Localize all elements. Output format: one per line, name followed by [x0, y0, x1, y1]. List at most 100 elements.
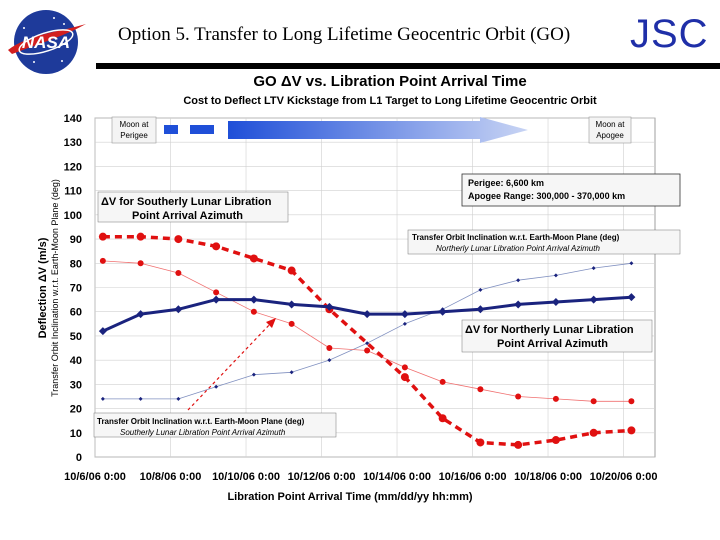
data-point	[401, 364, 408, 371]
y-tick-label: 10	[70, 428, 82, 440]
slide-title: Option 5. Transfer to Long Lifetime Geoc…	[118, 24, 571, 45]
data-point	[400, 373, 409, 382]
data-point	[288, 320, 295, 327]
series-layer	[98, 232, 636, 449]
data-point	[287, 266, 296, 275]
header-bar	[96, 63, 720, 69]
y-tick-label: 60	[70, 307, 82, 319]
north-dv-label-box: ΔV for Northerly Lunar Libration Point A…	[461, 319, 653, 353]
data-point	[287, 300, 296, 309]
data-point	[589, 428, 598, 437]
data-point	[137, 260, 144, 267]
data-point	[552, 395, 559, 402]
svg-text:Southerly Lunar Libration Poin: Southerly Lunar Libration Point Arrival …	[120, 428, 286, 437]
data-point	[514, 300, 523, 309]
x-tick-label: 10/20/06 0:00	[590, 471, 658, 483]
y-axis-ticks: 0 10 20 30 40 50 60 70 80 90 100 110 120 130 140	[64, 113, 82, 464]
chart-subtitle: Cost to Deflect LTV Kickstage from L1 Ta…	[183, 95, 597, 107]
y-tick-label: 120	[64, 161, 82, 173]
data-point	[438, 307, 447, 316]
data-point	[553, 273, 558, 278]
svg-text:Perigee: 6,600 km: Perigee: 6,600 km	[468, 178, 544, 188]
data-point	[212, 242, 221, 251]
data-point	[213, 289, 220, 296]
data-point	[136, 310, 145, 319]
data-point	[365, 341, 370, 346]
x-tick-label: 10/10/06 0:00	[212, 471, 280, 483]
y-tick-label: 40	[70, 355, 82, 367]
y-tick-label: 80	[70, 258, 82, 270]
north-incl-label-box: Transfer Orbit Inclination w.r.t. Earth-…	[407, 229, 681, 255]
data-point	[364, 347, 371, 354]
orbit-info-box: Perigee: 6,600 km Apogee Range: 300,000 …	[461, 173, 681, 207]
svg-text:Northerly Lunar Libration Poin: Northerly Lunar Libration Point Arrival …	[436, 244, 600, 253]
jsc-mark: JSC	[630, 12, 709, 56]
nasa-logo: NASA	[4, 6, 90, 78]
data-point	[551, 436, 560, 445]
data-point	[476, 305, 485, 314]
south-dv-label-box: ΔV for Southerly Lunar Libration Point A…	[97, 191, 289, 223]
data-point	[402, 321, 407, 326]
x-axis-ticks: 10/6/06 0:00 10/8/06 0:00 10/10/06 0:00 10/…	[64, 471, 657, 483]
y-tick-label: 20	[70, 404, 82, 416]
svg-text:Apogee Range: 300,000 - 370,0: Apogee Range: 300,000 - 370,000 km	[468, 191, 625, 201]
data-point	[438, 414, 447, 423]
data-point	[516, 278, 521, 283]
svg-text:Point Arrival Azimuth: Point Arrival Azimuth	[497, 338, 608, 350]
x-tick-label: 10/12/06 0:00	[288, 471, 356, 483]
data-point	[551, 298, 560, 307]
data-point	[251, 372, 256, 377]
svg-text:Transfer Orbit Inclination w.r: Transfer Orbit Inclination w.r.t. Earth-…	[412, 233, 620, 242]
data-point	[250, 308, 257, 315]
moon-perigee-label: Moon at Perigee	[111, 116, 157, 144]
data-point	[214, 384, 219, 389]
chart-title: GO ΔV vs. Libration Point Arrival Time	[253, 73, 526, 90]
svg-text:Perigee: Perigee	[120, 131, 148, 140]
x-tick-label: 10/8/06 0:00	[140, 471, 202, 483]
x-tick-label: 10/16/06 0:00	[439, 471, 507, 483]
data-point	[629, 261, 634, 266]
y-tick-label: 140	[64, 113, 82, 125]
data-point	[439, 378, 446, 385]
data-point	[98, 327, 107, 336]
data-point	[591, 266, 596, 271]
svg-text:ΔV for Northerly Lunar Librati: ΔV for Northerly Lunar Libration	[465, 324, 634, 336]
svg-text:Apogee: Apogee	[596, 131, 624, 140]
data-point	[476, 438, 485, 447]
south-incl-callout-arrow	[187, 318, 276, 411]
y-tick-label: 0	[76, 452, 82, 464]
south-incl-label-box: Transfer Orbit Inclination w.r.t. Earth-…	[93, 412, 337, 438]
series-line-1	[102, 234, 632, 447]
svg-text:Point Arrival Azimuth: Point Arrival Azimuth	[132, 210, 243, 222]
data-point	[590, 398, 597, 405]
y-tick-label: 50	[70, 331, 82, 343]
data-point	[628, 398, 635, 405]
y-tick-label: 130	[64, 137, 82, 149]
x-tick-label: 10/6/06 0:00	[64, 471, 126, 483]
moon-apogee-label: Moon at Apogee	[588, 116, 632, 144]
data-point	[477, 386, 484, 393]
data-point	[627, 293, 636, 302]
x-axis-label: Libration Point Arrival Time (mm/dd/yy h…	[227, 491, 472, 503]
data-point	[363, 310, 372, 319]
svg-text:Moon at: Moon at	[596, 120, 626, 129]
data-point	[514, 440, 523, 449]
data-point	[515, 393, 522, 400]
y-tick-label: 110	[64, 186, 82, 198]
y-tick-label: 30	[70, 379, 82, 391]
svg-text:NASA: NASA	[22, 33, 70, 52]
data-point	[212, 295, 221, 304]
data-point	[100, 396, 105, 401]
data-point	[327, 358, 332, 363]
data-point	[289, 370, 294, 375]
y-axis-label: Deflection ΔV (m/s)	[37, 237, 49, 338]
data-point	[589, 295, 598, 304]
y-tick-label: 70	[70, 283, 82, 295]
data-point	[174, 305, 183, 314]
data-point	[99, 257, 106, 264]
data-point	[176, 396, 181, 401]
x-tick-label: 10/18/06 0:00	[514, 471, 582, 483]
y-tick-label: 100	[64, 210, 82, 222]
moon-phase-arrow	[164, 117, 528, 143]
